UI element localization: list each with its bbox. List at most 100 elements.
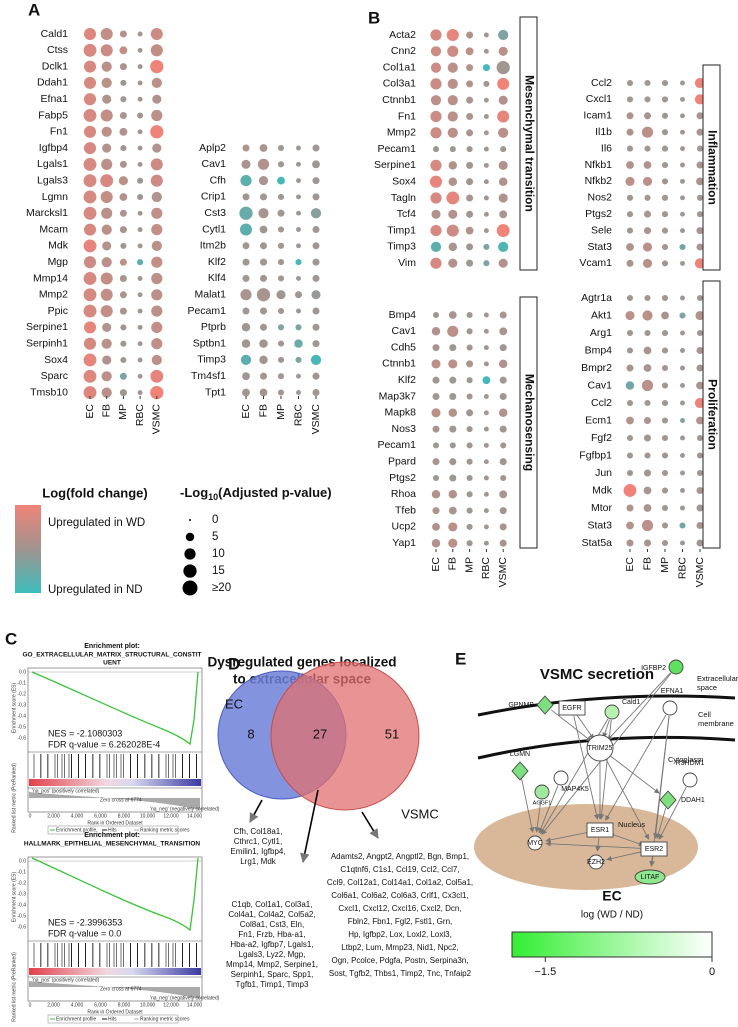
- category-label: MP: [117, 404, 129, 420]
- gene-label: Crip1: [201, 191, 226, 203]
- gene-label: Sparc: [41, 370, 68, 382]
- dot: [137, 341, 143, 347]
- dot: [83, 304, 97, 318]
- category-label: VSMC: [497, 557, 509, 588]
- category-label: RBC: [480, 557, 492, 580]
- dot: [626, 329, 634, 337]
- gene-label: Cav1: [391, 325, 416, 337]
- dot: [661, 211, 669, 218]
- dot: [661, 347, 669, 354]
- node: [659, 790, 677, 810]
- gene-list: Adamts2, Angpt2, Angptl2, Bgn, Bmp1,: [331, 852, 469, 861]
- category-label: FB: [257, 404, 269, 417]
- y-tick-label: -0.4: [17, 902, 26, 908]
- dot: [312, 160, 320, 169]
- gene-list: Col6a1, Col6a2, Col6a3, Crlf1, Cx3cl1,: [331, 891, 468, 900]
- dot: [101, 77, 112, 89]
- dot: [680, 195, 685, 201]
- dot: [680, 80, 685, 86]
- dot: [466, 344, 473, 351]
- dot: [242, 258, 250, 266]
- node-label: Cald1: [622, 699, 640, 706]
- dot: [431, 490, 441, 499]
- category-label: MP: [463, 557, 475, 573]
- dot: [137, 259, 144, 266]
- dot: [661, 79, 669, 87]
- dot: [102, 322, 112, 332]
- dot: [100, 288, 113, 301]
- dot: [100, 109, 113, 122]
- legend-dot: [183, 564, 197, 578]
- node-label: GPNMB: [508, 702, 534, 709]
- dot: [642, 258, 653, 268]
- dot: [241, 159, 251, 169]
- gene-label: Col3a1: [383, 78, 416, 90]
- gene-label: Ccl2: [591, 77, 612, 89]
- dot: [83, 93, 97, 106]
- dot: [680, 505, 685, 511]
- arrow: [361, 811, 379, 839]
- y-tick-label: -0.4: [17, 713, 26, 719]
- dot: [498, 95, 508, 105]
- dot: [449, 474, 457, 482]
- dot: [679, 243, 686, 251]
- dot: [277, 242, 285, 249]
- gene-label: Yap1: [392, 537, 416, 549]
- gene-label: Cytl1: [202, 223, 226, 235]
- gene-label: Ccl2: [591, 397, 612, 409]
- dot: [696, 243, 704, 251]
- axis-label: Rank in Ordered Dataset: [87, 1009, 143, 1015]
- dot: [661, 382, 669, 389]
- legend-title-part: 10: [208, 492, 218, 502]
- group-box: [702, 280, 721, 549]
- gene-list: Mmp14, Mmp2, Serpine1,: [226, 960, 318, 969]
- dot: [446, 191, 460, 205]
- dot: [661, 112, 669, 119]
- dot: [120, 340, 127, 347]
- x-tick-label: 4,000: [71, 813, 84, 819]
- dot: [483, 114, 489, 119]
- gene-label: Vim: [398, 257, 416, 269]
- dot: [137, 373, 143, 379]
- gene-label: Mmp2: [387, 127, 416, 139]
- gene-list: Sost, Tgfb2, Thbs1, Timp2, Tnc, Tnfaip2: [329, 969, 472, 978]
- dot: [152, 94, 162, 104]
- edge: [602, 719, 610, 739]
- gene-label: Serpine1: [374, 159, 416, 171]
- gene-label: Mcam: [39, 223, 68, 235]
- legend-label: Hits: [108, 1016, 117, 1022]
- dot: [696, 521, 704, 530]
- dot: [120, 145, 127, 152]
- gene-label: Tpt1: [205, 386, 226, 398]
- node-label: MAP4K5: [561, 786, 589, 793]
- gene-label: Agtr1a: [581, 292, 612, 304]
- plot-title: UENT: [103, 660, 121, 667]
- node-label: TRIM25: [588, 745, 613, 752]
- dot: [483, 459, 489, 465]
- node-label: AGGF1: [533, 800, 552, 806]
- x-tick-label: 10,000: [140, 1002, 156, 1008]
- dot: [83, 337, 97, 350]
- dot: [137, 324, 143, 330]
- legend-label: 0: [212, 514, 218, 526]
- dot: [447, 127, 458, 138]
- dot: [101, 126, 112, 137]
- node-label: LITAF: [641, 874, 660, 881]
- dot: [83, 386, 97, 400]
- dot: [83, 43, 97, 57]
- category-label: FB: [641, 557, 653, 570]
- dot: [696, 469, 704, 477]
- x-tick-label: 2,000: [47, 813, 60, 819]
- y-tick-label: -0.1: [17, 869, 26, 875]
- dot: [432, 507, 440, 515]
- edge: [521, 778, 535, 833]
- dot: [83, 109, 97, 122]
- category-label: EC: [84, 404, 96, 419]
- dot: [449, 376, 457, 384]
- dot: [661, 504, 669, 512]
- dot: [679, 312, 686, 319]
- gene-label: Efna1: [41, 93, 69, 105]
- gene-label: Il6: [601, 142, 612, 154]
- dot: [119, 46, 128, 55]
- group-box: [519, 296, 538, 549]
